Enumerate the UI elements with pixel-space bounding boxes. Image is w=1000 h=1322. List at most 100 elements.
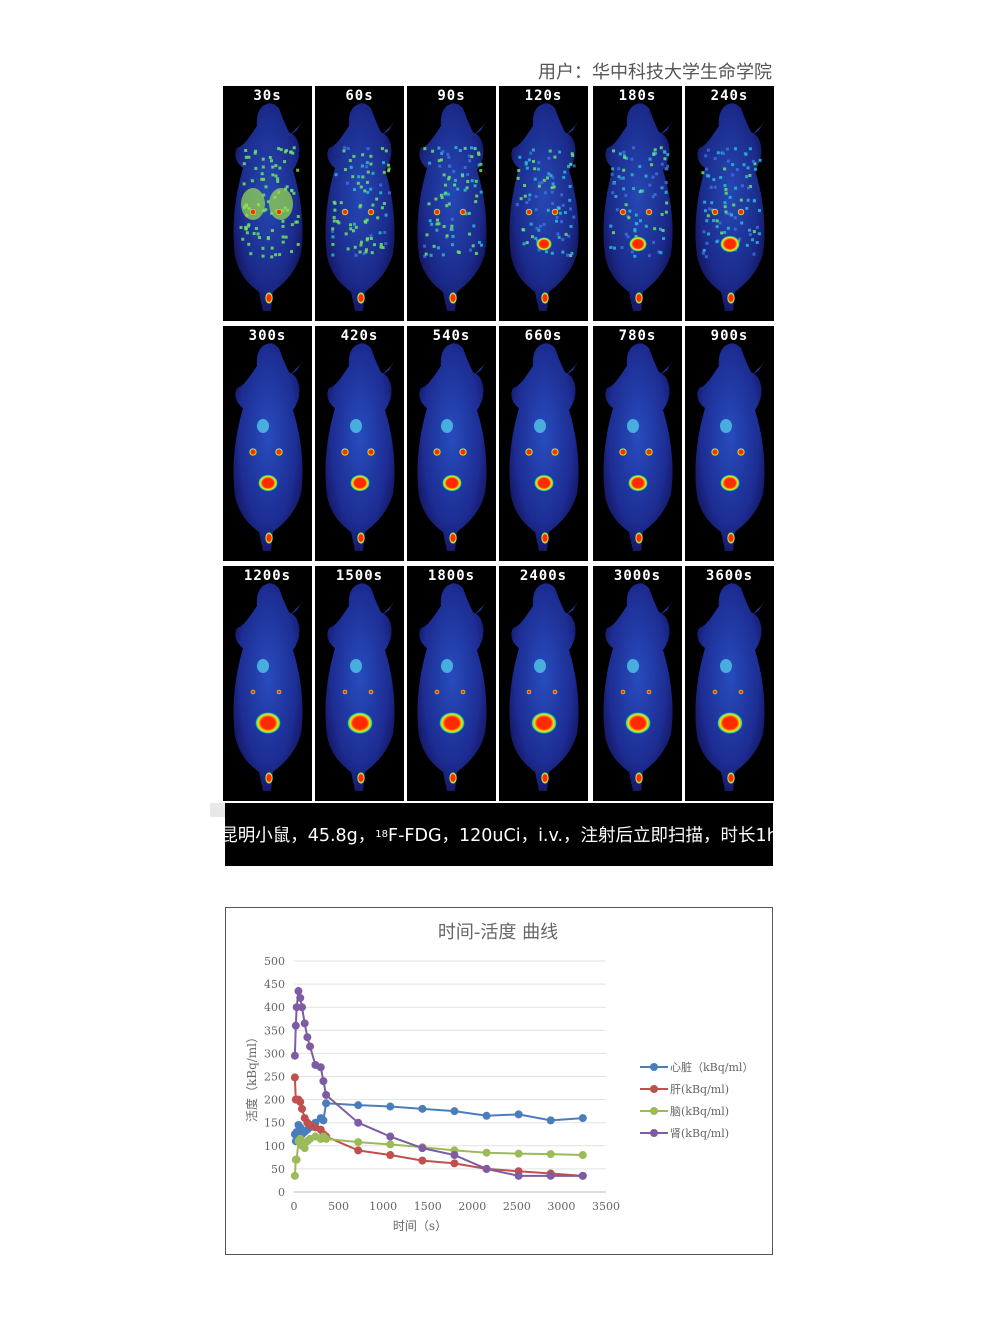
- data-point: [290, 1171, 299, 1180]
- data-point: [450, 1151, 459, 1160]
- legend-entry: 肾(kBq/ml): [670, 1127, 729, 1140]
- frame-time-label: 180s: [618, 88, 657, 104]
- data-point: [322, 1090, 331, 1099]
- data-point: [578, 1171, 587, 1180]
- data-point: [303, 1033, 312, 1042]
- pet-frame: 420s: [315, 326, 404, 561]
- caption-isotope-sup: 18: [375, 829, 389, 840]
- data-point: [294, 987, 303, 996]
- frame-time-label: 120s: [524, 88, 563, 104]
- mouse-pet-image: [603, 343, 673, 551]
- frame-time-label: 420s: [340, 328, 379, 344]
- frame-time-label: 1500s: [335, 568, 384, 584]
- y-tick-label: 150: [264, 1117, 285, 1130]
- data-point: [386, 1102, 395, 1111]
- mouse-pet-image: [233, 583, 303, 791]
- data-point: [386, 1151, 395, 1160]
- mouse-pet-image: [233, 103, 303, 311]
- data-point: [578, 1114, 587, 1123]
- y-tick-label: 50: [271, 1163, 285, 1176]
- y-tick-label: 350: [264, 1024, 285, 1037]
- frame-time-label: 780s: [618, 328, 657, 344]
- mouse-pet-image: [417, 343, 487, 551]
- legend-entry: 心脏（kBq/ml）: [670, 1061, 753, 1074]
- y-tick-label: 200: [264, 1094, 285, 1107]
- time-activity-chart: 时间-活度 曲线 0 50 100 150 200 250 300 350 400 450 500 0 5…: [225, 907, 773, 1255]
- x-tick-label: 1000: [369, 1200, 397, 1213]
- data-point: [306, 1042, 315, 1051]
- data-point: [578, 1151, 587, 1160]
- data-point: [546, 1116, 555, 1125]
- caption-suffix: F-FDG，120uCi，i.v.，注射后立即扫描，时长1h: [388, 826, 778, 846]
- legend-marker: [650, 1107, 658, 1115]
- pet-frame: 780s: [593, 326, 682, 561]
- data-point: [316, 1063, 325, 1072]
- data-point: [482, 1164, 491, 1173]
- frame-time-label: 30s: [253, 88, 282, 104]
- data-point: [482, 1111, 491, 1120]
- pet-frame: 240s: [685, 86, 774, 321]
- data-point: [386, 1140, 395, 1149]
- pet-frame: 60s: [315, 86, 404, 321]
- mouse-pet-image: [325, 103, 395, 311]
- data-point: [546, 1150, 555, 1159]
- mouse-pet-image: [695, 343, 765, 551]
- pet-frame: 660s: [499, 326, 588, 561]
- data-point: [418, 1156, 427, 1165]
- data-point: [319, 1116, 328, 1125]
- user-label: 用户：华中科技大学生命学院: [538, 62, 772, 83]
- data-point: [298, 1003, 307, 1012]
- pet-frame: 180s: [593, 86, 682, 321]
- y-tick-label: 100: [264, 1140, 285, 1153]
- legend-entry: 肝(kBq/ml): [670, 1083, 729, 1096]
- mouse-pet-image: [417, 103, 487, 311]
- data-point: [354, 1118, 363, 1127]
- frame-time-label: 540s: [432, 328, 471, 344]
- x-tick-label: 1500: [414, 1200, 442, 1213]
- frame-time-label: 300s: [248, 328, 287, 344]
- chart-title: 时间-活度 曲线: [438, 922, 558, 943]
- x-axis-label: 时间（s）: [393, 1219, 447, 1233]
- x-tick-label: 500: [328, 1200, 349, 1213]
- legend-marker: [650, 1129, 658, 1137]
- mouse-pet-image: [603, 103, 673, 311]
- data-point: [296, 1134, 305, 1143]
- pet-frame: 300s: [223, 326, 312, 561]
- pet-frame: 3000s: [593, 566, 682, 801]
- pet-frame: 1200s: [223, 566, 312, 801]
- data-point: [354, 1138, 363, 1147]
- mouse-pet-image: [509, 343, 579, 551]
- frame-time-label: 240s: [710, 88, 749, 104]
- mouse-pet-image: [233, 343, 303, 551]
- pet-frame: 1800s: [407, 566, 496, 801]
- y-tick-label: 500: [264, 955, 285, 968]
- y-tick-label: 300: [264, 1047, 285, 1060]
- data-point: [290, 1073, 299, 1082]
- data-point: [450, 1159, 459, 1168]
- x-tick-label: 2500: [503, 1200, 531, 1213]
- data-point: [296, 1097, 305, 1106]
- data-point: [298, 1104, 307, 1113]
- pet-frame: 540s: [407, 326, 496, 561]
- data-point: [292, 1155, 301, 1164]
- data-point: [322, 1134, 331, 1143]
- data-point: [319, 1077, 328, 1086]
- data-point: [322, 1099, 331, 1108]
- data-point: [296, 993, 305, 1002]
- legend-marker: [650, 1063, 658, 1071]
- legend-marker: [650, 1085, 658, 1093]
- data-point: [514, 1171, 523, 1180]
- frame-time-label: 90s: [437, 88, 466, 104]
- frame-time-label: 60s: [345, 88, 374, 104]
- caption-tab: [210, 803, 225, 817]
- caption-prefix: 昆明小鼠，45.8g，: [220, 826, 376, 846]
- pet-frame: 3600s: [685, 566, 774, 801]
- data-point: [354, 1146, 363, 1155]
- pet-frame: 30s: [223, 86, 312, 321]
- y-tick-label: 400: [264, 1001, 285, 1014]
- data-point: [300, 1144, 309, 1153]
- data-point: [418, 1144, 427, 1153]
- y-tick-label: 0: [278, 1186, 285, 1199]
- mouse-pet-image: [509, 103, 579, 311]
- legend-entry: 脑(kBq/ml): [670, 1105, 729, 1118]
